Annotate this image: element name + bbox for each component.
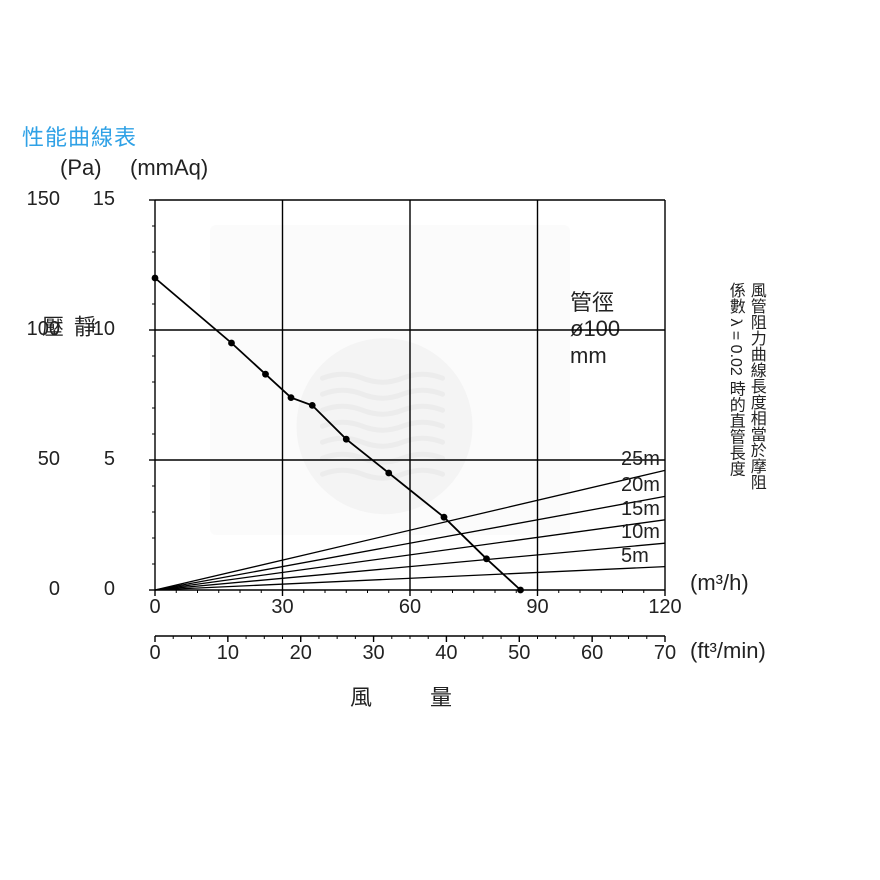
tick-label: 60 [572,642,612,665]
tick-label: 10 [208,642,248,665]
tick-label: 30 [354,642,394,665]
tick-label: 50 [499,642,539,665]
tick-label: 0 [20,578,60,601]
tick-label: 0 [135,596,175,619]
tick-label: 20 [281,642,321,665]
tick-label: 0 [75,578,115,601]
tick-label: 150 [20,188,60,211]
tick-label: 70 [645,642,685,665]
tick-label: 120 [645,596,685,619]
chart-canvas [0,0,880,880]
tick-label: 60 [390,596,430,619]
tick-label: 10 [75,318,115,341]
tick-label: 50 [20,448,60,471]
tick-label: 40 [426,642,466,665]
tick-label: 0 [135,642,175,665]
tick-label: 90 [518,596,558,619]
resistance-line-label: 20m [621,474,660,497]
tick-label: 15 [75,188,115,211]
resistance-line-label: 10m [621,521,660,544]
tick-label: 100 [20,318,60,341]
resistance-line-label: 5m [621,545,649,568]
resistance-line-label: 15m [621,498,660,521]
tick-label: 30 [263,596,303,619]
resistance-line-label: 25m [621,448,660,471]
tick-label: 5 [75,448,115,471]
